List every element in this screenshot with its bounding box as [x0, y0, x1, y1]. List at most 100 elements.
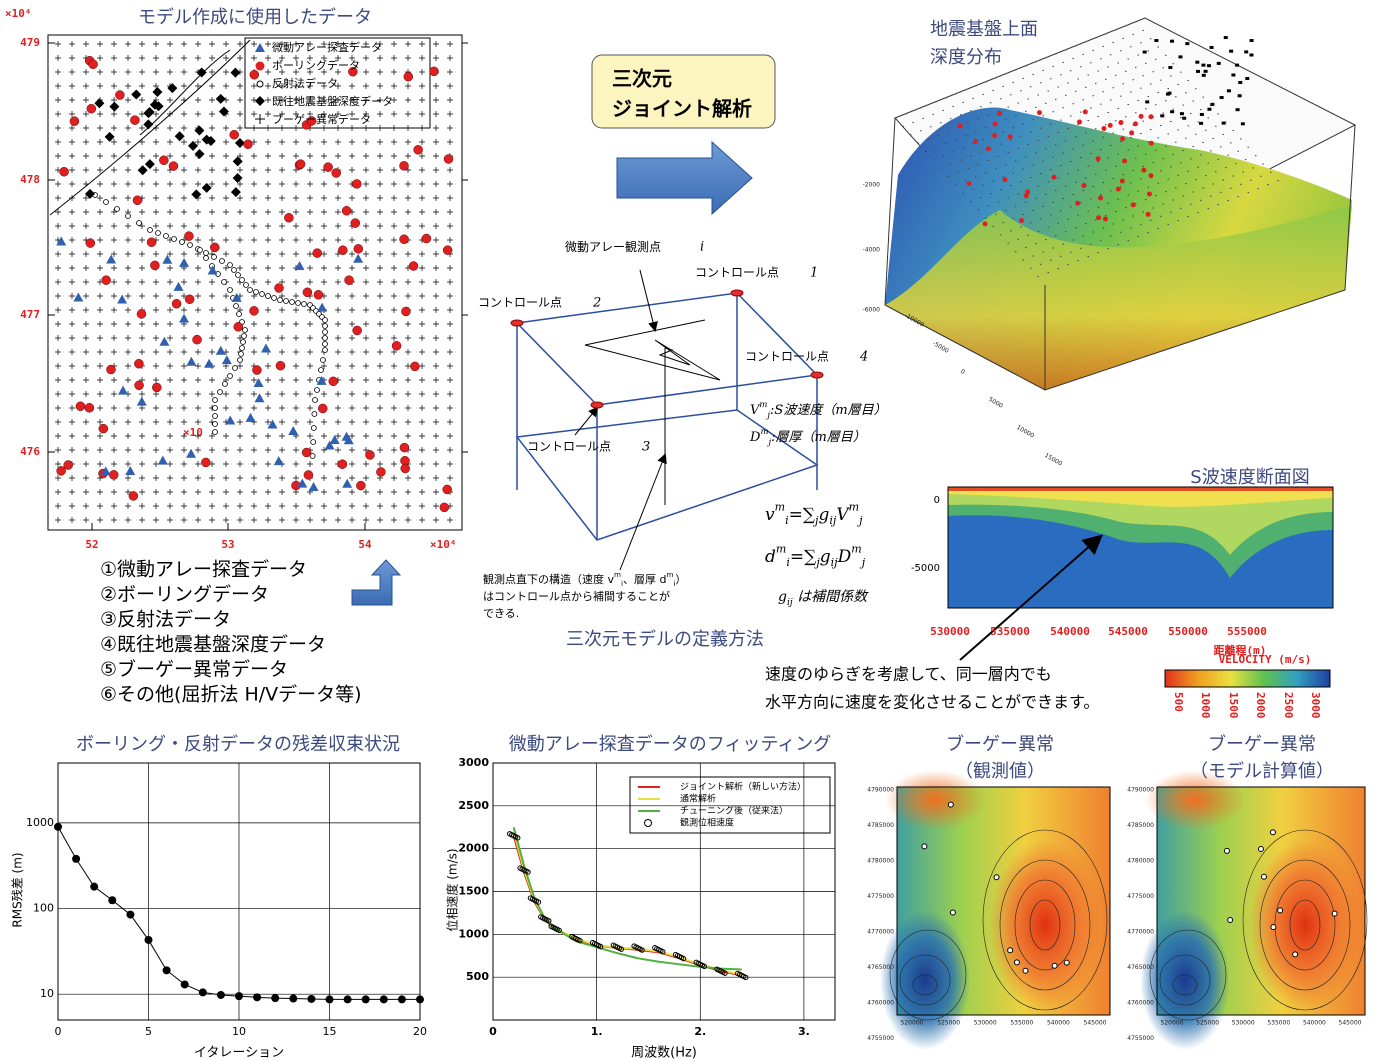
- boring-point: [249, 306, 259, 316]
- surface-point: [1231, 73, 1236, 77]
- formula: dmi=∑jgijDmj: [765, 542, 866, 569]
- bouguer-station: [1331, 910, 1338, 917]
- x-tick-label: 5: [145, 1025, 152, 1038]
- boring-point: [443, 154, 454, 164]
- section-y-tick: 0: [934, 495, 940, 506]
- text-part: m: [849, 500, 859, 513]
- bouguer-y-tick: 4760000: [867, 1000, 894, 1007]
- surface-x-tick: 15000: [1043, 452, 1063, 468]
- boring-point: [295, 159, 306, 169]
- boring-point: [356, 480, 366, 491]
- joint-box-text: 三次元: [612, 67, 672, 91]
- boring-point: [344, 275, 354, 285]
- map-y-tick-label: 477: [20, 308, 40, 321]
- surface-point: [1120, 136, 1126, 142]
- reflection-point: [318, 367, 324, 373]
- reflection-point: [203, 250, 209, 256]
- reflection-point: [221, 279, 227, 285]
- boring-point: [84, 403, 95, 413]
- reflection-point: [212, 429, 218, 435]
- text-part: m: [666, 570, 673, 579]
- boring-point: [352, 179, 362, 189]
- surface-point: [1051, 174, 1057, 180]
- bouguer-x-tick: 530000: [974, 1020, 997, 1027]
- reflection-point: [163, 233, 169, 239]
- text-part: g: [778, 589, 787, 605]
- boring-point: [403, 71, 414, 82]
- boring-point: [302, 287, 313, 298]
- boring-point: [233, 322, 244, 332]
- text-part: m: [851, 542, 861, 555]
- surface-point: [1235, 63, 1240, 67]
- surface-point: [1122, 158, 1128, 164]
- note-line: 観測点直下の構造（速度 vmi、層厚 dmi）: [483, 570, 686, 588]
- text-part: j: [859, 556, 866, 569]
- text-part: j: [813, 556, 820, 569]
- boring-point: [146, 237, 157, 247]
- surface-point: [1097, 195, 1103, 201]
- boring-point: [184, 294, 195, 304]
- data-point: [325, 995, 334, 1004]
- array-point: [173, 281, 184, 291]
- observed-point: [515, 835, 521, 841]
- bouguer-title: ブーゲー異常: [946, 733, 1054, 755]
- annotation: 水平方向に速度を変化させることができます。: [765, 693, 1099, 712]
- data-point: [198, 988, 207, 997]
- bouguer-y-tick: 4755000: [1127, 1035, 1154, 1042]
- coef-note: gij は補間係数: [778, 589, 869, 607]
- surface-z-tick: -6000: [863, 307, 881, 314]
- reflection-point: [187, 242, 193, 248]
- depth-point: [194, 149, 205, 160]
- bouguer-title: （観測値）: [955, 761, 1045, 782]
- surface-point: [1119, 178, 1125, 184]
- data-point: [108, 896, 117, 905]
- reflection-point: [232, 365, 238, 371]
- surface-point: [1132, 121, 1138, 127]
- bouguer-station: [947, 801, 954, 808]
- reflection-point: [241, 333, 247, 339]
- text-part: は補間係数: [793, 589, 869, 605]
- y-tick-label: 100: [33, 902, 54, 915]
- boring-point: [134, 380, 144, 391]
- boring-point: [201, 457, 211, 468]
- reflection-point: [277, 297, 283, 303]
- reflection-point: [212, 405, 218, 411]
- text-part: j: [765, 409, 770, 419]
- reflection-point: [322, 317, 328, 323]
- bouguer-y-tick: 4770000: [867, 929, 894, 936]
- array-point: [253, 378, 264, 388]
- section-x-tick: 550000: [1168, 625, 1208, 638]
- boring-point: [69, 116, 80, 126]
- y-tick-label: 1000: [458, 927, 489, 940]
- surface-point: [1210, 102, 1215, 106]
- boring-point: [312, 248, 322, 258]
- text-part: j: [766, 436, 771, 446]
- surface-point: [1201, 63, 1206, 67]
- depth-point: [152, 87, 163, 98]
- text-part: j: [856, 514, 863, 527]
- surface-point: [1081, 183, 1087, 189]
- surface-point: [1199, 121, 1204, 125]
- surface-point: [1206, 64, 1211, 68]
- boring-point: [399, 161, 409, 171]
- bouguer-y-tick: 4765000: [867, 964, 894, 971]
- data-point: [72, 854, 81, 863]
- data-point: [126, 910, 135, 919]
- surface-point: [1249, 38, 1254, 42]
- data-list-item: ④既往地震基盤深度データ: [100, 634, 326, 656]
- x-tick-label: 0: [489, 1025, 497, 1038]
- boring-point: [303, 470, 314, 480]
- surface-x-tick: 0: [959, 368, 966, 376]
- array-point: [221, 355, 232, 365]
- map-x-tick-label: 54: [358, 538, 372, 551]
- surface-point: [1219, 96, 1224, 100]
- colorbar-tick: 2000: [1254, 692, 1267, 719]
- array-point: [353, 253, 364, 263]
- surface-point: [1245, 77, 1250, 81]
- reflection-point: [295, 300, 301, 306]
- text-part: 微動アレー観測点: [565, 240, 661, 254]
- surface-point: [1077, 119, 1083, 125]
- section-x-tick: 555000: [1227, 625, 1267, 638]
- reflection-point: [235, 272, 241, 278]
- section-x-label: 距離程(m): [1214, 643, 1267, 657]
